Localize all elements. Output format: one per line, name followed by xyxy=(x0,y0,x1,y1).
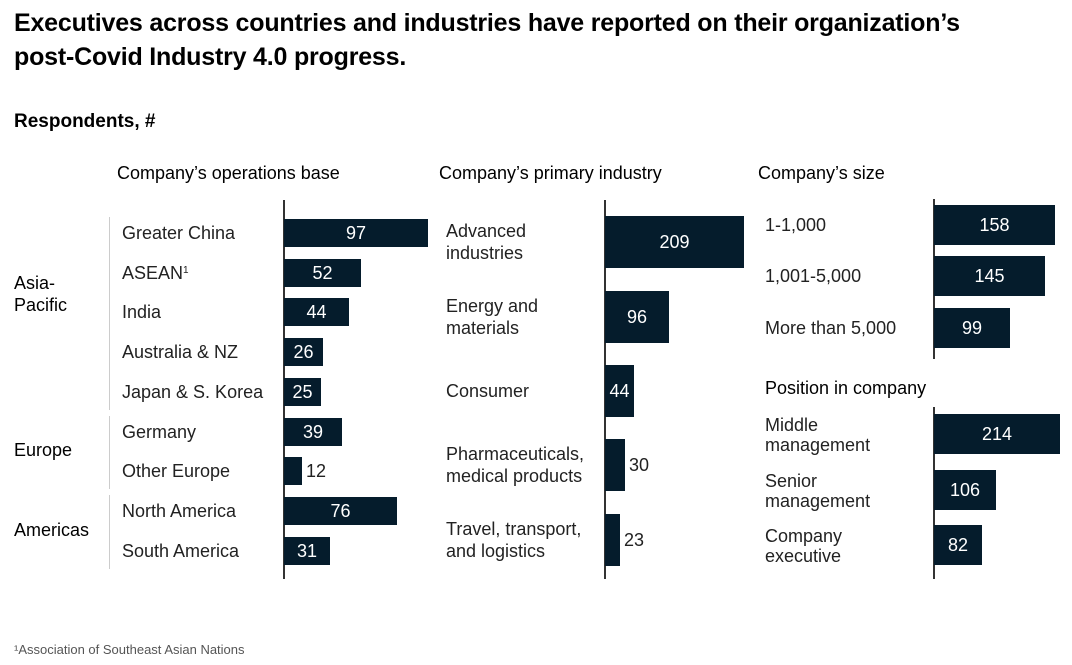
size-bar-1 xyxy=(934,256,1045,296)
industry-bar-0 xyxy=(605,216,744,268)
industry-bar-2-value: 44 xyxy=(609,381,630,401)
group-label-asia-pacific: Asia- Pacific xyxy=(14,273,68,315)
industry-bar-0-value: 209 xyxy=(659,232,690,252)
ops-bar-7 xyxy=(284,497,397,525)
position-bar-0 xyxy=(934,414,1060,454)
ops-bar-3-value: 26 xyxy=(293,342,314,362)
group-bracket-2 xyxy=(109,494,110,569)
ops-bar-2-value: 44 xyxy=(306,302,327,322)
industry-bar-4-value: 23 xyxy=(624,530,645,550)
ops-bar-1-value: 52 xyxy=(312,263,333,283)
position-bar-0-value: 214 xyxy=(981,424,1013,444)
position-label-1: Senior management xyxy=(765,471,871,511)
ops-bar-1 xyxy=(284,259,361,287)
ops-label-3: Australia & NZ xyxy=(122,342,239,362)
size-label-0: 1-1,000 xyxy=(765,215,827,235)
ops-bar-3 xyxy=(284,338,323,366)
industry-bar-3-value: 30 xyxy=(629,455,650,475)
industry-label-4: Travel, transport, and logistics xyxy=(446,519,582,561)
ops-label-4: Japan & S. Korea xyxy=(122,382,264,402)
ops-bar-2 xyxy=(284,298,349,326)
group-bracket-0 xyxy=(109,217,110,410)
chart-title: Executives across countries and industri… xyxy=(14,9,960,71)
ops-bar-4 xyxy=(284,378,321,406)
industry-bar-4 xyxy=(605,514,620,566)
size-bar-2 xyxy=(934,308,1010,348)
industry-label-2: Consumer xyxy=(446,381,530,401)
ops-label-5: Germany xyxy=(122,422,197,442)
ops-label-8: South America xyxy=(122,541,240,561)
footnote: ¹Association of Southeast Asian Nations xyxy=(14,642,245,657)
ops-bar-5-value: 39 xyxy=(302,422,324,442)
position-bar-1 xyxy=(934,470,996,510)
size-bar-0-value: 158 xyxy=(979,215,1010,235)
ops-bar-0 xyxy=(284,219,428,247)
position-bar-2-value: 82 xyxy=(947,535,969,555)
ops-bar-8 xyxy=(284,537,330,565)
group-bracket-1 xyxy=(109,415,110,490)
ops-bar-6 xyxy=(284,457,302,485)
ops-label-6: Other Europe xyxy=(122,461,231,481)
position-label-0: Middle management xyxy=(765,415,871,455)
chart-subtitle: Respondents, # xyxy=(14,111,156,132)
industry-bar-1 xyxy=(605,291,669,343)
position-bar-1-value: 106 xyxy=(949,480,981,500)
industry-label-3: Pharmaceuticals, medical products xyxy=(446,444,585,486)
size-label-2: More than 5,000 xyxy=(765,318,897,338)
size-bar-0 xyxy=(934,205,1055,245)
position-title: Position in company xyxy=(765,378,927,398)
ops-bar-7-value: 76 xyxy=(330,501,351,521)
size-label-1: 1,001-5,000 xyxy=(765,266,862,286)
group-label-americas: Americas xyxy=(14,520,90,540)
size-bar-1-value: 145 xyxy=(974,266,1005,286)
ops-bar-4-value: 25 xyxy=(292,382,313,402)
industry-bar-3 xyxy=(605,439,625,491)
ops-base-title: Company’s operations base xyxy=(117,163,340,183)
ops-label-7: North America xyxy=(122,501,237,521)
ops-label-0: Greater China xyxy=(122,223,236,243)
ops-bar-5 xyxy=(284,418,342,446)
industry-title: Company’s primary industry xyxy=(439,163,662,183)
ops-bar-8-value: 31 xyxy=(296,541,318,561)
ops-bar-6-value: 12 xyxy=(306,461,327,481)
group-label-europe: Europe xyxy=(14,440,73,460)
position-bar-2 xyxy=(934,525,982,565)
ops-bar-0-value: 97 xyxy=(345,223,367,243)
industry-label-1: Energy and materials xyxy=(446,296,539,338)
industry-bar-1-value: 96 xyxy=(626,307,648,327)
size-title: Company’s size xyxy=(758,163,885,183)
industry-bar-2 xyxy=(605,365,634,417)
industry-label-0: Advanced industries xyxy=(446,221,527,263)
ops-label-1: ASEAN1 xyxy=(122,263,189,283)
ops-label-2: India xyxy=(122,302,162,322)
size-bar-2-value: 99 xyxy=(961,318,983,338)
position-label-2: Company executive xyxy=(765,526,843,566)
